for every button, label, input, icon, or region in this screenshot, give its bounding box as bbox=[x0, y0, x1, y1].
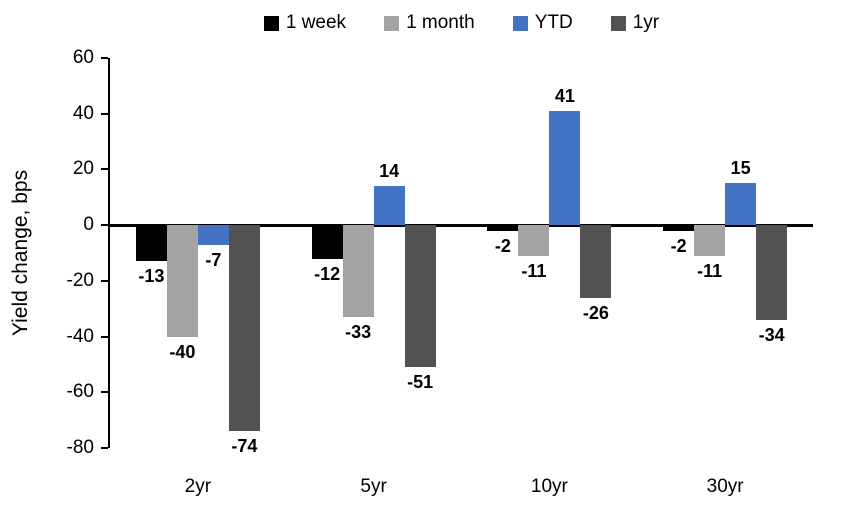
bar-ytd-30yr bbox=[725, 183, 757, 226]
y-axis-tick bbox=[101, 112, 108, 115]
bar-value-label: -13 bbox=[138, 266, 165, 287]
x-axis-category-label: 10yr bbox=[530, 476, 568, 497]
bar-value-label: -33 bbox=[345, 322, 372, 343]
legend-item-1yr: 1yr bbox=[610, 10, 660, 36]
y-axis-tick bbox=[101, 57, 108, 59]
bar-1month-5yr bbox=[342, 225, 374, 318]
bar-value-label: 41 bbox=[554, 85, 575, 106]
bar-value-label: -26 bbox=[582, 302, 609, 323]
bar-value-label: -51 bbox=[407, 372, 434, 393]
bar-value-label: -40 bbox=[169, 341, 196, 362]
bar-1week-30yr bbox=[663, 225, 695, 231]
x-axis-category-label: 5yr bbox=[360, 476, 387, 497]
bar-ytd-10yr bbox=[549, 110, 581, 226]
chart-legend: 1 week 1 month YTD 1yr bbox=[110, 10, 813, 36]
bar-ytd-5yr bbox=[373, 186, 405, 226]
legend-label: YTD bbox=[534, 12, 573, 33]
bar-value-label: -7 bbox=[205, 249, 222, 270]
bar-1week-5yr bbox=[311, 225, 343, 259]
y-axis-tick-label: -60 bbox=[66, 381, 94, 403]
y-axis-tick-label: -40 bbox=[66, 325, 94, 347]
bar-value-label: -2 bbox=[670, 235, 687, 256]
bar-ytd-2yr bbox=[197, 225, 229, 245]
x-axis-zero-line bbox=[110, 223, 813, 227]
y-axis-tick bbox=[101, 335, 108, 338]
bar-value-label: -34 bbox=[758, 324, 785, 345]
legend-swatch-1month bbox=[384, 15, 400, 31]
legend-label: 1 week bbox=[285, 12, 347, 33]
y-axis-tick-label: -80 bbox=[66, 437, 94, 458]
x-axis-category-label: 30yr bbox=[706, 476, 744, 497]
bar-1yr-2yr bbox=[228, 225, 260, 432]
bar-1week-2yr bbox=[135, 225, 167, 262]
bar-value-label: -11 bbox=[521, 260, 547, 281]
bar-value-label: -11 bbox=[697, 260, 723, 281]
bar-1yr-10yr bbox=[580, 225, 612, 298]
bar-value-label: -12 bbox=[314, 263, 341, 284]
y-axis-tick-label: 60 bbox=[72, 47, 94, 68]
x-axis-category-label: 2yr bbox=[184, 476, 212, 497]
bar-1month-10yr bbox=[518, 225, 550, 256]
legend-label: 1 month bbox=[406, 12, 475, 33]
y-axis-tick bbox=[101, 279, 108, 282]
y-axis-tick bbox=[101, 168, 108, 171]
legend-swatch-1yr bbox=[610, 15, 626, 31]
bar-1yr-5yr bbox=[404, 225, 436, 368]
bar-1month-30yr bbox=[694, 225, 726, 256]
y-axis-line bbox=[108, 58, 110, 448]
y-axis-tick bbox=[101, 224, 108, 227]
legend-label: 1yr bbox=[632, 12, 660, 33]
y-axis-tick bbox=[101, 391, 108, 394]
bar-1yr-30yr bbox=[756, 225, 788, 320]
bar-1week-10yr bbox=[487, 225, 519, 231]
legend-item-ytd: YTD bbox=[512, 10, 573, 36]
legend-swatch-1week bbox=[263, 15, 279, 31]
legend-item-1month: 1 month bbox=[384, 10, 475, 36]
bar-value-label: 14 bbox=[379, 161, 400, 182]
y-axis-tick-label: -20 bbox=[66, 269, 94, 291]
bar-value-label: -2 bbox=[494, 235, 511, 256]
y-axis-tick-label: 40 bbox=[72, 102, 94, 124]
y-axis-tick-label: 20 bbox=[72, 158, 94, 180]
legend-swatch-ytd bbox=[512, 15, 528, 31]
legend-item-1week: 1 week bbox=[263, 10, 347, 36]
bar-value-label: -74 bbox=[231, 436, 258, 457]
y-axis-tick bbox=[101, 447, 108, 449]
y-axis-tick-label: 0 bbox=[83, 214, 94, 236]
bar-value-label: 15 bbox=[730, 158, 751, 179]
bar-1month-2yr bbox=[166, 225, 198, 337]
